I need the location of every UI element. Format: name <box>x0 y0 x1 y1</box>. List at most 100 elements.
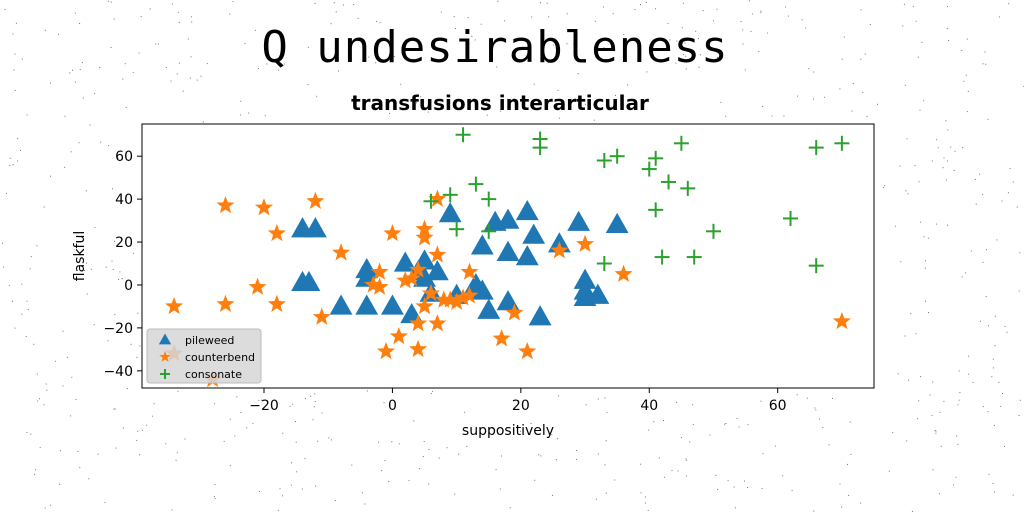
counterbend-point <box>267 294 286 312</box>
pileweed-point <box>425 260 449 281</box>
counterbend-point <box>370 262 389 280</box>
counterbend-point <box>402 269 421 287</box>
pileweed-point <box>573 268 597 289</box>
counterbend-point <box>254 198 274 216</box>
consonate-point <box>481 223 497 239</box>
legend-marker-pileweed <box>158 333 172 345</box>
counterbend-point <box>248 277 267 295</box>
consonate-point <box>680 180 696 196</box>
series-pileweed <box>291 200 629 326</box>
pileweed-point <box>528 305 552 326</box>
counterbend-point <box>306 191 325 209</box>
consonate-point <box>596 256 612 272</box>
counterbend-point <box>376 342 396 360</box>
pileweed-point <box>438 202 462 223</box>
counterbend-point <box>428 245 447 263</box>
legend-label-consonate: consonate <box>185 368 242 381</box>
consonate-point <box>654 249 670 265</box>
x-tick-label: 20 <box>512 398 530 414</box>
counterbend-point <box>518 342 537 360</box>
y-axis-label: flaskful <box>72 231 88 282</box>
counterbend-point <box>832 311 851 330</box>
counterbend-point <box>267 223 286 242</box>
pileweed-point <box>381 294 404 315</box>
legend-marker-consonate <box>160 369 170 379</box>
consonate-point <box>442 187 458 203</box>
y-tick-label: −40 <box>103 364 133 380</box>
series-counterbend <box>165 189 851 388</box>
counterbend-point <box>312 307 331 325</box>
legend-marker-counterbend <box>159 351 171 362</box>
y-tick-label: 20 <box>115 235 133 251</box>
pileweed-point <box>522 223 546 244</box>
counterbend-point <box>428 314 447 332</box>
pileweed-point <box>515 200 539 221</box>
pileweed-point <box>567 210 591 231</box>
consonate-point <box>834 135 850 151</box>
counterbend-point <box>454 288 473 306</box>
pileweed-point <box>470 279 494 300</box>
pileweed-point <box>496 240 520 261</box>
pileweed-point <box>393 251 417 272</box>
consonate-point <box>648 150 664 166</box>
counterbend-point <box>370 277 389 295</box>
counterbend-point <box>332 243 351 261</box>
consonate-point <box>661 174 677 190</box>
legend-label-pileweed: pileweed <box>185 334 234 347</box>
legend-label-counterbend: counterbend <box>185 351 255 364</box>
chart-title: transfusions interarticular <box>351 91 649 115</box>
counterbend-point <box>492 329 511 347</box>
counterbend-point <box>409 339 428 358</box>
counterbend-point <box>460 262 479 280</box>
chart-marks <box>165 127 851 388</box>
pileweed-point <box>605 212 629 234</box>
x-tick-label: 60 <box>769 398 787 414</box>
pileweed-point <box>297 270 321 291</box>
axis-ticks: −20 0 20 40 60 −40 −20 0 20 40 60 <box>103 149 786 414</box>
pileweed-point <box>355 294 379 315</box>
consonate-point <box>808 140 824 156</box>
consonate-point <box>468 176 484 192</box>
consonate-point <box>686 249 702 265</box>
pileweed-point <box>496 290 520 311</box>
counterbend-point <box>614 264 633 282</box>
pileweed-point <box>303 217 327 238</box>
x-tick-label: 40 <box>640 398 658 414</box>
counterbend-point <box>576 234 595 252</box>
counterbend-point <box>550 241 569 259</box>
counterbend-point <box>428 189 447 207</box>
consonate-point <box>783 210 799 226</box>
counterbend-point <box>383 223 402 242</box>
counterbend-point <box>460 286 479 304</box>
counterbend-point <box>415 296 434 315</box>
pileweed-point <box>470 234 494 255</box>
counterbend-point <box>409 260 428 278</box>
consonate-point <box>532 140 548 156</box>
y-tick-label: 0 <box>124 278 133 294</box>
counterbend-point <box>409 314 428 332</box>
consonate-point <box>673 135 689 151</box>
pileweed-point <box>586 283 610 304</box>
consonate-point <box>808 258 824 274</box>
counterbend-point <box>216 294 235 312</box>
figure-title: Q undesirableness <box>261 22 729 73</box>
counterbend-point <box>165 296 184 315</box>
x-tick-label: 0 <box>388 398 397 414</box>
consonate-point <box>455 127 471 143</box>
consonate-point <box>648 202 664 218</box>
consonate-point <box>423 193 439 209</box>
chart-legend: pileweed counterbend consonate <box>146 328 262 384</box>
legend-box <box>146 328 262 384</box>
consonate-point <box>609 148 625 164</box>
counterbend-point <box>441 290 460 308</box>
pileweed-point <box>496 208 520 229</box>
consonate-point <box>596 152 612 168</box>
counterbend-point <box>421 284 440 302</box>
pileweed-point <box>573 279 597 300</box>
plot-area-frame <box>141 123 875 389</box>
consonate-point <box>705 223 721 239</box>
counterbend-point <box>389 326 408 345</box>
